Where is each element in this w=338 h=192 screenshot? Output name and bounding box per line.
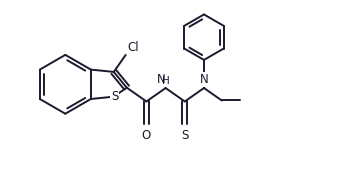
Text: N: N	[157, 73, 166, 86]
Text: Cl: Cl	[127, 41, 139, 54]
Text: H: H	[162, 76, 169, 86]
Text: N: N	[200, 73, 208, 86]
Text: S: S	[111, 90, 118, 103]
Text: O: O	[142, 128, 151, 142]
Text: S: S	[181, 128, 189, 142]
